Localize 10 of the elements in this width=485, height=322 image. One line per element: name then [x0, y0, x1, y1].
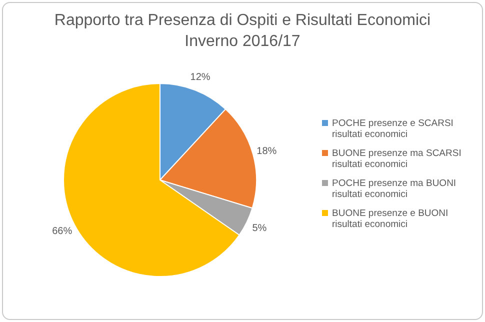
legend-label: BUONE presenze e BUONI risultati economici	[332, 208, 450, 230]
data-label: 5%	[252, 222, 267, 234]
legend-label: POCHE presenze ma BUONI risultati economici	[332, 178, 458, 200]
legend-label: BUONE presenze ma SCARSI risultati economici	[332, 148, 462, 170]
data-label: 12%	[190, 72, 210, 83]
legend-label: POCHE presenze e SCARSI risultati economici	[332, 118, 454, 140]
chart-subtitle: Inverno 2016/17	[184, 32, 302, 52]
data-label: 66%	[52, 226, 72, 237]
chart-title: Rapporto tra Presenza di Ospiti e Risultati Economici	[53, 11, 432, 31]
data-label: 18%	[256, 146, 277, 157]
